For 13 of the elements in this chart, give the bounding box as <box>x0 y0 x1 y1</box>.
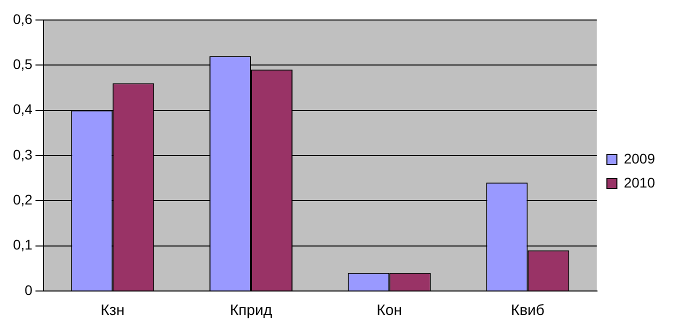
y-tick-label: 0,6 <box>12 10 33 27</box>
x-tick-label: Кприд <box>230 302 272 320</box>
y-tick-label: 0,4 <box>12 101 33 118</box>
x-tick-label: Кзн <box>100 302 125 320</box>
y-tick-label: 0,1 <box>12 236 33 253</box>
y-tick-label: 0,5 <box>12 56 33 72</box>
y-tick-label: 0,3 <box>12 146 33 162</box>
legend-label: 2010 <box>624 174 656 190</box>
legend-label: 2009 <box>624 150 656 166</box>
y-tick-label: 0,2 <box>12 192 33 208</box>
y-tick-label: 0 <box>24 282 33 298</box>
x-tick-label: Квиб <box>510 302 545 320</box>
x-tick-label: Кон <box>376 302 402 320</box>
